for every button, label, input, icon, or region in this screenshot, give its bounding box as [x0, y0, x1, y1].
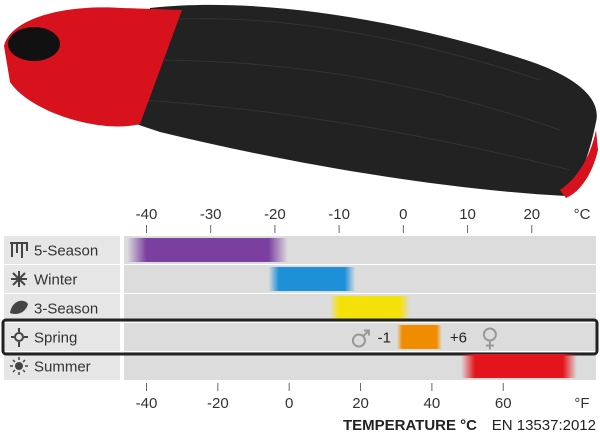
x-tick-label: 20 — [523, 206, 540, 223]
footer-bold: TEMPERATURE °C — [343, 417, 477, 434]
x2-tick-label: 20 — [352, 395, 369, 412]
x-tick-label: -10 — [328, 206, 350, 223]
label-cell — [4, 352, 120, 380]
sleeping-bag-image — [4, 4, 598, 198]
x-axis-unit: °C — [574, 206, 591, 223]
x2-tick-label: -40 — [136, 395, 158, 412]
category-label: Winter — [34, 271, 77, 288]
category-label: Spring — [34, 329, 77, 346]
footer: EN 13537:2012 — [492, 417, 596, 434]
x-tick-label: 0 — [399, 206, 407, 223]
x-tick-label: -40 — [136, 206, 158, 223]
male-icon — [362, 329, 370, 338]
category-label: 5-Season — [34, 242, 98, 259]
value-label: +6 — [450, 329, 467, 346]
range-bar — [329, 296, 410, 320]
x-tick-label: -20 — [264, 206, 286, 223]
range-bar — [396, 325, 442, 349]
range-bar — [127, 238, 288, 262]
highlight-frame — [1, 318, 599, 356]
season-icons — [10, 242, 28, 375]
x-tick-label: 10 — [459, 206, 476, 223]
range-bar — [461, 354, 577, 378]
category-label: 3-Season — [34, 300, 98, 317]
x-tick-label: -30 — [200, 206, 222, 223]
range-bar — [268, 267, 356, 291]
x2-tick-label: -20 — [207, 395, 229, 412]
x2-tick-label: 0 — [285, 395, 293, 412]
x2-axis-unit: °F — [574, 395, 589, 412]
x2-tick-label: 40 — [424, 395, 441, 412]
male-icon — [351, 333, 366, 348]
female-icon — [485, 340, 494, 350]
track — [124, 265, 596, 293]
label-cell — [4, 236, 120, 264]
category-label: Summer — [34, 358, 91, 375]
x2-tick-label: 60 — [495, 395, 512, 412]
value-label: -1 — [378, 329, 391, 346]
